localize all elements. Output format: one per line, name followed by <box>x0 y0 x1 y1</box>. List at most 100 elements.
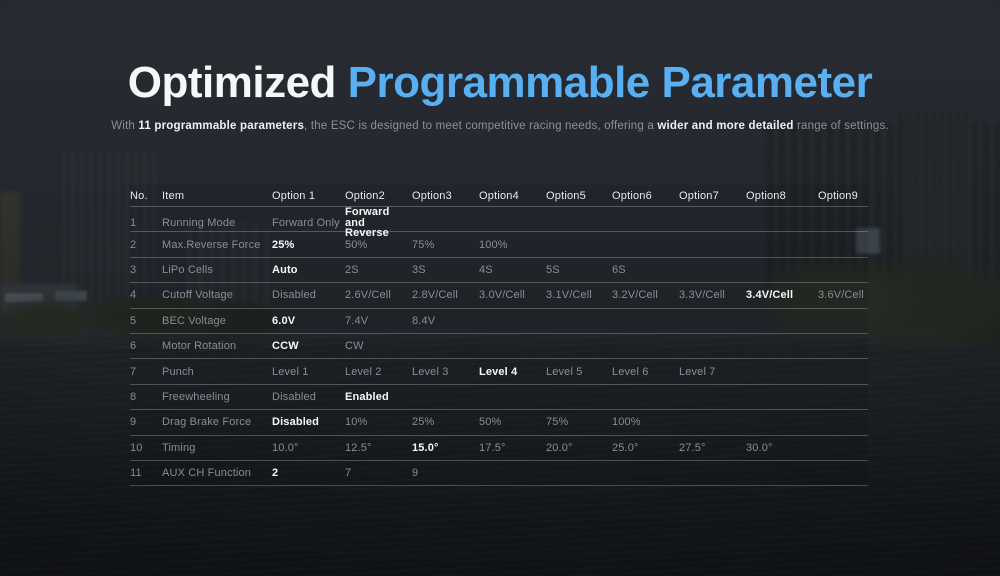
table-body: 1 Running Mode Forward Only Forward and Reve… <box>130 207 868 487</box>
option-cell: 100% <box>612 416 641 429</box>
row-number: 4 <box>130 289 137 302</box>
option-cell: 6.0V <box>272 314 296 327</box>
subtitle-bold-text: wider and more detailed <box>657 120 794 132</box>
row-number: 11 <box>130 467 142 480</box>
table-row: 10 Timing 10.0° 12.5° 15.0° 17.5° 20.0° 25.0° 27… <box>130 436 868 461</box>
option-cell: Disabled <box>272 390 317 403</box>
option-cell: 10.0° <box>272 441 299 454</box>
item-cell: Drag Brake Force <box>162 416 252 429</box>
building-left-mid <box>182 222 270 308</box>
option-cell: 50% <box>479 416 502 429</box>
item-cell: BEC Voltage <box>162 314 227 327</box>
option-cell: 5S <box>546 263 560 276</box>
option-cell: Level 5 <box>546 365 583 378</box>
subtitle-bold-text: 11 programmable parameters <box>138 120 305 132</box>
lit-window-band <box>856 228 880 254</box>
item-cell: Punch <box>162 365 194 378</box>
item-cell: LiPo Cells <box>162 263 214 276</box>
table-row: 1 Running Mode Forward Only Forward and Reve… <box>130 207 868 238</box>
option-cell: 2 <box>272 467 279 480</box>
column-header: Option2 <box>345 189 385 202</box>
option-cell: CCW <box>272 340 299 353</box>
column-header: Option6 <box>612 189 652 202</box>
option-cell: 3.0V/Cell <box>479 289 525 302</box>
subtitle-text: With <box>111 120 139 132</box>
option-cell: CW <box>345 340 364 353</box>
option-cell: 2.6V/Cell <box>345 289 391 302</box>
option-cell: 3.6V/Cell <box>818 289 864 302</box>
option-cell: 3.4V/Cell <box>746 289 794 302</box>
option-cell: 8.4V <box>412 314 436 327</box>
table-row: 9 Drag Brake Force Disabled 10% 25% 50% 75% 100… <box>130 410 868 436</box>
title-white-text: Optimized <box>127 58 348 107</box>
subtitle-text: , the ESC is designed to meet competitiv… <box>304 120 658 132</box>
option-cell: 100% <box>479 238 508 251</box>
option-cell: Level 6 <box>612 365 649 378</box>
option-cell: 25% <box>272 238 295 251</box>
row-number: 1 <box>130 216 137 229</box>
column-header: Option 1 <box>272 189 316 202</box>
option-cell: 30.0° <box>746 441 773 454</box>
row-number: 2 <box>130 238 137 251</box>
building-left-far <box>0 192 20 304</box>
item-cell: Timing <box>162 441 196 454</box>
option-cell: 7.4V <box>345 314 369 327</box>
option-cell: 10% <box>345 416 368 429</box>
option-cell: Forward Only <box>272 216 340 229</box>
table-row: 8 Freewheeling Disabled Enabled <box>130 385 868 411</box>
option-cell: 6S <box>612 263 626 276</box>
option-cell: 75% <box>546 416 569 429</box>
table-row: 4 Cutoff Voltage Disabled 2.6V/Cell 2.8V/Cel… <box>130 283 868 309</box>
option-cell: 3.2V/Cell <box>612 289 658 302</box>
item-cell: AUX CH Function <box>162 467 252 480</box>
table-row: 3 LiPo Cells Auto 2S 3S 4S 5S 6S <box>130 258 868 284</box>
option-cell: Level 2 <box>345 365 382 378</box>
row-number: 5 <box>130 314 137 327</box>
option-cell: 9 <box>412 467 419 480</box>
table-row: 11 AUX CH Function 2 7 9 <box>130 461 868 487</box>
item-cell: Freewheeling <box>162 390 230 403</box>
column-header: Option8 <box>746 189 786 202</box>
parameters-table: No. Item Option 1 Option2 Option3 Option4 Opti… <box>130 185 868 487</box>
column-header: Option9 <box>818 189 858 202</box>
option-cell: Disabled <box>272 289 317 302</box>
option-cell: 4S <box>479 263 493 276</box>
row-number: 7 <box>130 365 137 378</box>
option-cell: Level 3 <box>412 365 449 378</box>
lit-window-band <box>55 291 87 301</box>
option-cell: Level 7 <box>679 365 716 378</box>
option-cell: 17.5° <box>479 441 506 454</box>
row-number: 9 <box>130 416 137 429</box>
option-cell: 25.0° <box>612 441 639 454</box>
page-title: Optimized Programmable Parameter <box>0 61 1000 105</box>
option-cell: Level 1 <box>272 365 309 378</box>
row-number: 3 <box>130 263 137 276</box>
option-cell: Enabled <box>345 390 389 403</box>
subtitle-text: range of settings. <box>793 120 889 132</box>
column-header: No. <box>130 189 148 202</box>
row-number: 10 <box>130 441 143 454</box>
table-row: 6 Motor Rotation CCW CW <box>130 334 868 360</box>
item-cell: Motor Rotation <box>162 340 237 353</box>
column-header: Option5 <box>546 189 586 202</box>
option-cell: 20.0° <box>546 441 573 454</box>
row-number: 6 <box>130 340 137 353</box>
column-header: Option4 <box>479 189 519 202</box>
option-cell: 2.8V/Cell <box>412 289 458 302</box>
option-cell: 3.3V/Cell <box>679 289 725 302</box>
column-header: Option3 <box>412 189 452 202</box>
item-cell: Cutoff Voltage <box>162 289 234 302</box>
option-cell: 12.5° <box>345 441 372 454</box>
option-cell: 7 <box>345 467 352 480</box>
option-cell: 15.0° <box>412 441 439 454</box>
option-cell: Auto <box>272 263 298 276</box>
table-row: 2 Max.Reverse Force 25% 50% 75% 100% <box>130 232 868 258</box>
item-cell: Max.Reverse Force <box>162 238 261 251</box>
option-cell: 75% <box>412 238 435 251</box>
option-cell: Disabled <box>272 416 320 429</box>
row-number: 8 <box>130 390 137 403</box>
option-cell: 27.5° <box>679 441 706 454</box>
trees-left <box>0 297 280 339</box>
